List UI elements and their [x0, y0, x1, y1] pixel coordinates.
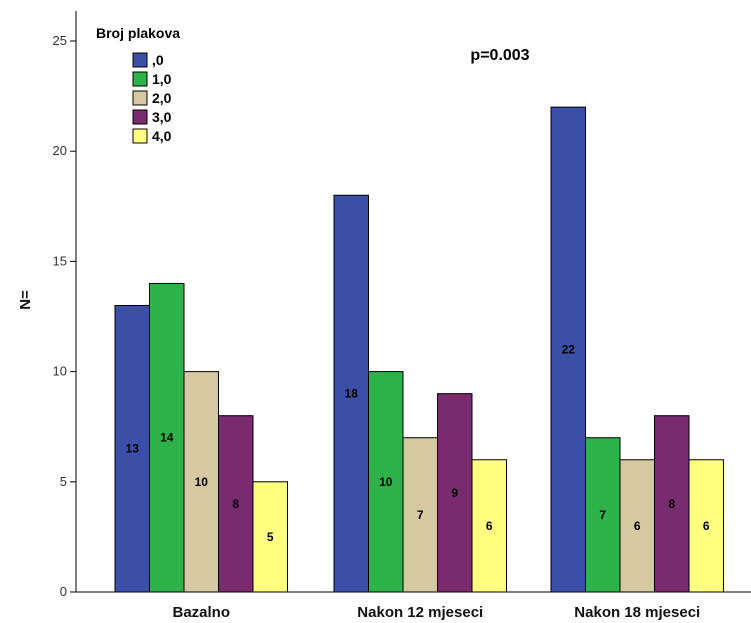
bar	[333, 194, 369, 593]
bar-value-label: 14	[160, 431, 174, 445]
x-axis-categories: Bazalno Nakon 12 mjeseci Nakon 18 mjeseci	[172, 604, 700, 621]
legend-swatch	[132, 128, 148, 144]
bar	[654, 415, 690, 593]
y-axis-ticks: 0 5 10 15 20 25	[53, 33, 76, 599]
bar-value-label: 10	[195, 475, 209, 489]
y-tick-label: 5	[60, 474, 67, 489]
legend-label: 4,0	[152, 128, 172, 144]
bar	[619, 459, 655, 593]
x-category-label: Bazalno	[172, 604, 230, 621]
y-tick-label: 10	[53, 364, 67, 379]
legend-title: Broj plakova	[96, 25, 180, 41]
bar-value-label: 6	[486, 519, 493, 533]
bar-value-label: 7	[417, 508, 424, 522]
bar-value-label: 22	[562, 343, 576, 357]
bars	[114, 106, 724, 593]
bar-value-label: 7	[599, 508, 606, 522]
legend-items: ,0 1,0 2,0 3,0 4,0	[132, 52, 172, 144]
bar	[550, 106, 586, 593]
bar	[402, 437, 438, 593]
legend-swatch	[132, 52, 148, 68]
bar-value-label: 5	[267, 530, 274, 544]
legend-swatch	[132, 71, 148, 87]
bar-value-label: 8	[232, 497, 239, 511]
bar-value-label: 6	[703, 519, 710, 533]
bar-value-label: 6	[634, 519, 641, 533]
y-tick-label: 25	[53, 33, 67, 48]
legend-swatch	[132, 109, 148, 125]
y-axis-label: N=	[17, 290, 34, 310]
bar	[471, 459, 507, 593]
bar-value-label: 13	[126, 442, 140, 456]
bar	[437, 393, 473, 593]
bar	[149, 282, 185, 593]
legend: Broj plakova ,0 1,0 2,0 3,0 4,0	[96, 25, 180, 144]
bar-value-label: 18	[345, 387, 359, 401]
legend-label: 1,0	[152, 71, 172, 87]
bar-value-label: 10	[379, 475, 393, 489]
x-category-label: Nakon 18 mjeseci	[574, 604, 700, 621]
bar	[252, 481, 288, 593]
legend-label: 2,0	[152, 90, 172, 106]
legend-label: 3,0	[152, 109, 172, 125]
legend-swatch	[132, 90, 148, 106]
bar	[114, 304, 150, 593]
y-tick-label: 15	[53, 253, 67, 268]
bar-value-label: 8	[668, 497, 675, 511]
data-labels: 13 14 10 8 5 18 10 7 9 6 22 7 6 8 6	[126, 343, 710, 544]
bar	[688, 459, 724, 593]
y-tick-label: 0	[60, 584, 67, 599]
x-category-label: Nakon 12 mjeseci	[357, 604, 483, 621]
legend-label: ,0	[152, 52, 164, 68]
bar-value-label: 9	[451, 486, 458, 500]
bar	[585, 437, 621, 593]
bar	[368, 371, 404, 593]
p-value-annotation: p=0.003	[470, 47, 529, 64]
y-tick-label: 20	[53, 143, 67, 158]
